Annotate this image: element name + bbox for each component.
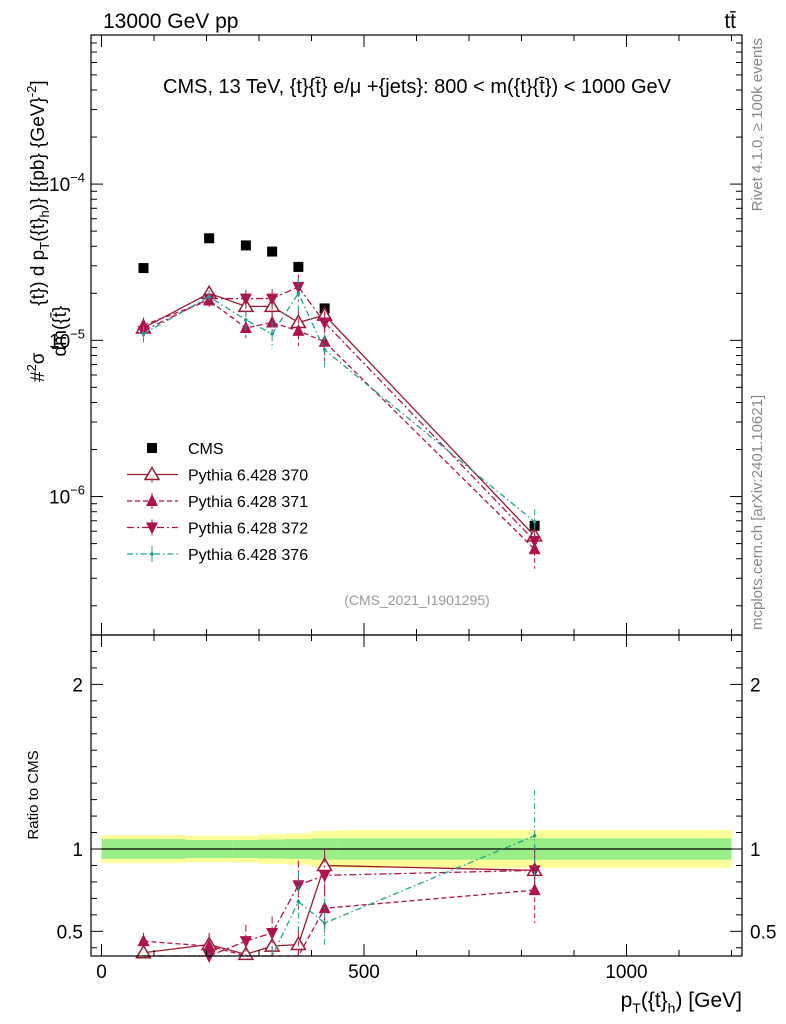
series-3 [137, 274, 541, 557]
main-panel: 10−4 10−5 10−6 CMS, 13 TeV, {t}{t̄} e/μ +{… [49, 34, 743, 636]
ratio-tick-label-left: 2 [72, 675, 83, 696]
series-0 [138, 233, 540, 531]
ratio-y-axis-label: Ratio to CMS [25, 750, 42, 839]
ratio-line [143, 889, 535, 957]
data-point [318, 317, 331, 330]
main-frame [90, 34, 743, 636]
ratio-point [296, 899, 301, 904]
process-label: tt̄ [724, 10, 736, 33]
data-point [204, 233, 215, 244]
x-tick-label: 1000 [605, 962, 647, 983]
ratio-point [266, 927, 279, 940]
data-point [296, 291, 301, 296]
legend-label: Pythia 6.428 371 [188, 494, 308, 511]
data-point [266, 293, 279, 306]
ratio-point [137, 934, 150, 947]
ratio-y-ticks: 2 2 1 1 0.5 0.5 [57, 650, 776, 949]
data-point [138, 263, 149, 274]
legend-marker [147, 443, 157, 453]
series-4 [141, 278, 537, 537]
analysis-id: (CMS_2021_I1901295) [344, 592, 490, 608]
mcplots-label: mcplots.cern.ch [arXiv:2401.10621] [749, 395, 766, 630]
ratio-point [239, 936, 252, 949]
ratio-series-4 [143, 789, 537, 957]
ratio-tick-label-right: 0.5 [750, 922, 776, 943]
x-tick-label: 0 [96, 962, 107, 983]
legend-marker [146, 494, 158, 506]
ratio-tick-label-left: 1 [72, 840, 83, 861]
data-point [267, 246, 278, 257]
data-point [322, 347, 327, 352]
plot-title: CMS, 13 TeV, {t}{t̄} e/μ +{jets}: 800 < … [163, 76, 672, 98]
ratio-series-group [135, 789, 543, 963]
legend-marker [143, 466, 161, 481]
legend-label: Pythia 6.428 370 [188, 468, 308, 485]
ratio-point [318, 901, 331, 914]
energy-label: 13000 GeV pp [103, 10, 238, 33]
data-point [292, 323, 305, 336]
ratio-point [322, 921, 327, 925]
ratio-tick-label-left: 0.5 [57, 922, 83, 943]
data-point [293, 261, 304, 272]
x-ticks: 0 500 1000 [96, 635, 732, 983]
data-point [207, 294, 211, 299]
data-point [239, 293, 252, 306]
ratio-line [143, 864, 535, 956]
rivet-label: Rivet 4.1.0, ≥ 100k events [749, 38, 766, 211]
data-point [270, 332, 274, 336]
ratio-panel: 2 2 1 1 0.5 0.5 0 500 1000 [57, 634, 776, 983]
data-point [240, 240, 251, 251]
ratio-point [528, 883, 541, 896]
main-y-axis-label: #2σdm({t̄}{t}) d pT({t}h)} [{pb} {GeV}-2… [24, 80, 71, 382]
x-axis-label: pT({t}h) [GeV] [621, 989, 742, 1016]
ratio-frame [90, 634, 743, 957]
legend-label: CMS [188, 441, 224, 458]
data-point [141, 332, 146, 336]
ratio-band [101, 830, 732, 868]
legend: CMS Pythia 6.428 370 Pythia 6.428 371 Pythi… [127, 441, 308, 564]
main-series-group [135, 233, 543, 569]
data-point [532, 519, 537, 524]
data-point [528, 535, 541, 548]
ratio-tick-label-right: 1 [750, 840, 761, 861]
legend-marker [150, 552, 154, 556]
y-tick-label: 10−5 [49, 326, 85, 352]
data-point [244, 318, 248, 322]
series-line [143, 291, 536, 523]
ratio-point [318, 870, 331, 883]
ratio-tick-label-right: 2 [750, 675, 761, 696]
ratio-line [143, 869, 535, 957]
ratio-point [532, 834, 537, 838]
legend-marker [146, 522, 158, 535]
y-tick-label: 10−6 [49, 483, 85, 509]
legend-label: Pythia 6.428 372 [188, 521, 308, 538]
y-tick-label: 10−4 [49, 170, 85, 196]
main-y-ticks: 10−4 10−5 10−6 [49, 35, 742, 635]
x-tick-label: 500 [348, 962, 380, 983]
legend-label: Pythia 6.428 376 [188, 547, 308, 564]
ratio-point [135, 944, 152, 959]
